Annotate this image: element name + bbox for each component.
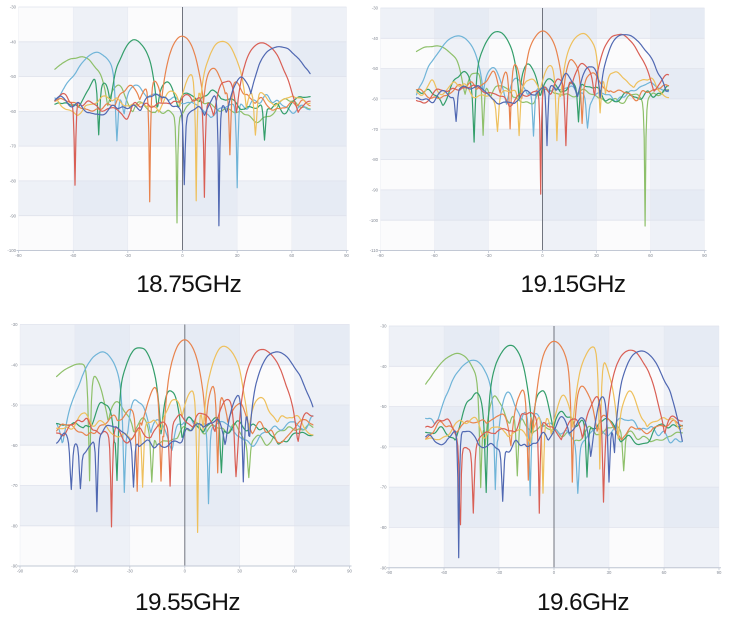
svg-text:-90: -90 xyxy=(386,570,393,575)
svg-text:-60: -60 xyxy=(72,569,79,574)
svg-text:-40: -40 xyxy=(372,36,379,41)
svg-text:30: 30 xyxy=(235,253,240,258)
svg-text:-50: -50 xyxy=(380,404,387,409)
svg-text:-30: -30 xyxy=(372,6,379,11)
svg-text:0: 0 xyxy=(184,569,187,574)
svg-text:-40: -40 xyxy=(10,39,17,44)
svg-text:-30: -30 xyxy=(496,570,503,575)
svg-text:60: 60 xyxy=(292,569,297,574)
svg-text:60: 60 xyxy=(648,253,653,258)
svg-text:-50: -50 xyxy=(11,403,18,408)
svg-text:90: 90 xyxy=(717,570,722,575)
svg-text:-90: -90 xyxy=(17,569,24,574)
svg-text:0: 0 xyxy=(181,253,184,258)
svg-text:-30: -30 xyxy=(11,322,18,327)
svg-text:-90: -90 xyxy=(380,565,387,570)
svg-text:60: 60 xyxy=(662,570,667,575)
svg-text:30: 30 xyxy=(607,570,612,575)
svg-text:-70: -70 xyxy=(372,127,379,132)
svg-text:-60: -60 xyxy=(372,97,379,102)
svg-text:-90: -90 xyxy=(10,213,17,218)
svg-text:-60: -60 xyxy=(10,109,17,114)
svg-text:30: 30 xyxy=(237,569,242,574)
svg-text:60: 60 xyxy=(289,253,294,258)
svg-text:-90: -90 xyxy=(377,253,384,258)
svg-text:-80: -80 xyxy=(10,179,17,184)
svg-text:-90: -90 xyxy=(11,564,18,569)
svg-text:-30: -30 xyxy=(127,569,134,574)
svg-text:-60: -60 xyxy=(431,253,438,258)
svg-text:-30: -30 xyxy=(485,253,492,258)
svg-text:-60: -60 xyxy=(380,445,387,450)
svg-text:-60: -60 xyxy=(11,443,18,448)
svg-text:-70: -70 xyxy=(10,144,17,149)
svg-text:-100: -100 xyxy=(7,248,16,253)
svg-text:90: 90 xyxy=(347,569,352,574)
svg-text:0: 0 xyxy=(541,253,544,258)
svg-text:0: 0 xyxy=(553,570,556,575)
svg-text:-100: -100 xyxy=(369,218,378,223)
svg-text:-60: -60 xyxy=(441,570,448,575)
svg-text:-50: -50 xyxy=(372,66,379,71)
svg-text:-30: -30 xyxy=(10,5,17,10)
svg-text:-80: -80 xyxy=(11,523,18,528)
svg-text:-80: -80 xyxy=(372,157,379,162)
svg-text:90: 90 xyxy=(702,253,707,258)
svg-text:-50: -50 xyxy=(10,74,17,79)
svg-text:-60: -60 xyxy=(70,253,77,258)
svg-text:-30: -30 xyxy=(380,324,387,329)
svg-text:-90: -90 xyxy=(15,253,22,258)
svg-text:-70: -70 xyxy=(11,483,18,488)
svg-text:-40: -40 xyxy=(380,364,387,369)
svg-text:-90: -90 xyxy=(372,188,379,193)
svg-text:-70: -70 xyxy=(380,485,387,490)
svg-text:30: 30 xyxy=(594,253,599,258)
svg-text:-40: -40 xyxy=(11,362,18,367)
svg-text:-110: -110 xyxy=(370,248,379,253)
svg-text:-30: -30 xyxy=(125,253,132,258)
svg-text:90: 90 xyxy=(344,253,349,258)
svg-text:-80: -80 xyxy=(380,525,387,530)
